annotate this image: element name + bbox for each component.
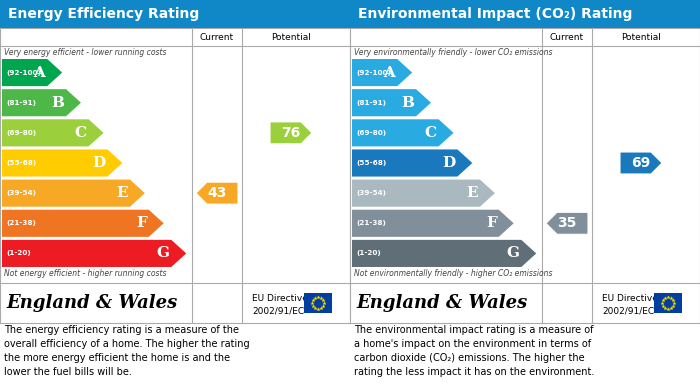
- Text: EU Directive: EU Directive: [602, 294, 658, 303]
- Text: Environmental Impact (CO₂) Rating: Environmental Impact (CO₂) Rating: [358, 7, 632, 21]
- Text: A: A: [384, 66, 395, 79]
- Text: G: G: [506, 246, 519, 260]
- Text: The environmental impact rating is a measure of
a home's impact on the environme: The environmental impact rating is a mea…: [354, 325, 594, 377]
- Polygon shape: [352, 240, 536, 267]
- Text: 43: 43: [207, 186, 227, 200]
- Text: B: B: [401, 96, 414, 110]
- Text: (81-91): (81-91): [356, 100, 386, 106]
- Polygon shape: [352, 59, 412, 86]
- Text: Not energy efficient - higher running costs: Not energy efficient - higher running co…: [4, 269, 167, 278]
- Polygon shape: [196, 182, 238, 204]
- Polygon shape: [2, 89, 81, 116]
- Polygon shape: [2, 59, 62, 86]
- Polygon shape: [2, 210, 164, 237]
- Bar: [0, 0, 350, 28]
- Text: (21-38): (21-38): [6, 220, 36, 226]
- Polygon shape: [2, 149, 122, 177]
- Text: Potential: Potential: [271, 32, 311, 41]
- Text: England & Wales: England & Wales: [6, 294, 177, 312]
- Text: (21-38): (21-38): [356, 220, 386, 226]
- Text: Very energy efficient - lower running costs: Very energy efficient - lower running co…: [4, 48, 167, 57]
- Text: 69: 69: [631, 156, 650, 170]
- Text: Very environmentally friendly - lower CO₂ emissions: Very environmentally friendly - lower CO…: [354, 48, 552, 57]
- Text: (1-20): (1-20): [6, 250, 31, 256]
- Polygon shape: [2, 240, 186, 267]
- Text: 76: 76: [281, 126, 300, 140]
- Text: 2002/91/EC: 2002/91/EC: [252, 307, 304, 316]
- Text: Energy Efficiency Rating: Energy Efficiency Rating: [8, 7, 199, 21]
- Text: Current: Current: [200, 32, 234, 41]
- Polygon shape: [270, 122, 312, 144]
- Text: EU Directive: EU Directive: [252, 294, 308, 303]
- Polygon shape: [352, 149, 473, 177]
- Polygon shape: [2, 179, 145, 207]
- Text: E: E: [466, 186, 478, 200]
- Text: (69-80): (69-80): [6, 130, 36, 136]
- Bar: [304, 293, 332, 313]
- Polygon shape: [352, 179, 495, 207]
- Text: G: G: [156, 246, 169, 260]
- Text: (81-91): (81-91): [6, 100, 36, 106]
- Text: F: F: [136, 216, 147, 230]
- Text: England & Wales: England & Wales: [356, 294, 527, 312]
- Text: D: D: [92, 156, 106, 170]
- Polygon shape: [546, 212, 588, 234]
- Text: B: B: [51, 96, 64, 110]
- Text: C: C: [424, 126, 437, 140]
- Bar: [654, 293, 682, 313]
- Polygon shape: [2, 119, 104, 146]
- Text: C: C: [74, 126, 87, 140]
- Polygon shape: [620, 152, 662, 174]
- Text: The energy efficiency rating is a measure of the
overall efficiency of a home. T: The energy efficiency rating is a measur…: [4, 325, 250, 377]
- Text: (69-80): (69-80): [356, 130, 386, 136]
- Text: Not environmentally friendly - higher CO₂ emissions: Not environmentally friendly - higher CO…: [354, 269, 552, 278]
- Text: Current: Current: [550, 32, 584, 41]
- Bar: [0, 28, 350, 323]
- Text: F: F: [486, 216, 497, 230]
- Text: (92-100): (92-100): [356, 70, 391, 75]
- Text: (39-54): (39-54): [356, 190, 386, 196]
- Text: (55-68): (55-68): [6, 160, 36, 166]
- Text: (55-68): (55-68): [356, 160, 386, 166]
- Text: Potential: Potential: [621, 32, 661, 41]
- Text: A: A: [34, 66, 46, 79]
- Polygon shape: [352, 210, 514, 237]
- Bar: [350, 28, 700, 323]
- Text: 2002/91/EC: 2002/91/EC: [602, 307, 654, 316]
- Text: (92-100): (92-100): [6, 70, 41, 75]
- Text: (39-54): (39-54): [6, 190, 36, 196]
- Polygon shape: [352, 89, 431, 116]
- Text: D: D: [442, 156, 456, 170]
- Text: (1-20): (1-20): [356, 250, 381, 256]
- Polygon shape: [352, 119, 454, 146]
- Text: E: E: [116, 186, 128, 200]
- Bar: [350, 0, 700, 28]
- Text: 35: 35: [557, 216, 577, 230]
